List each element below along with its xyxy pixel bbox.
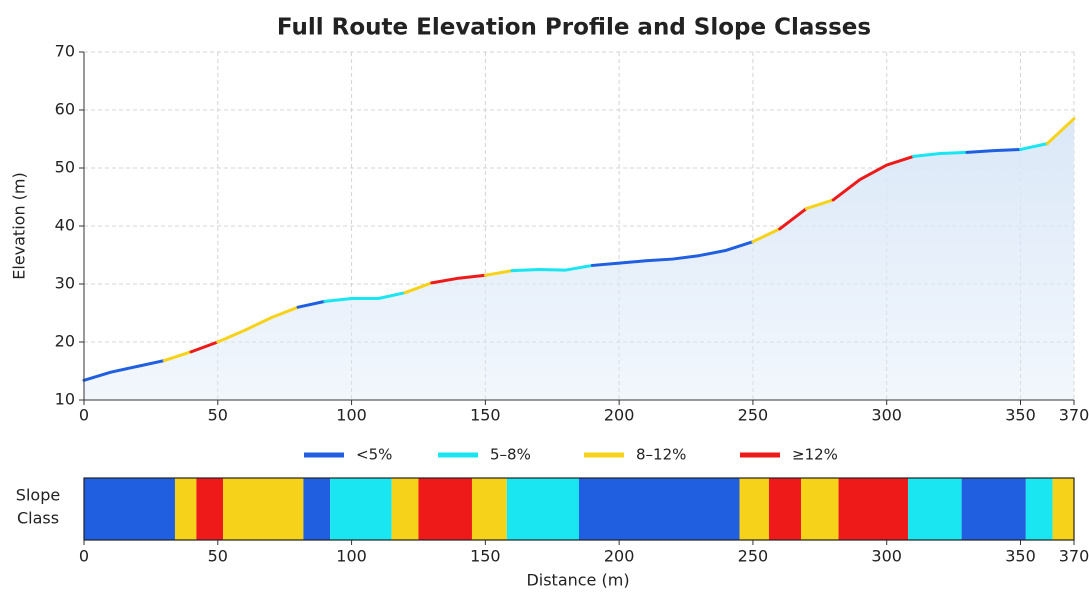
- elevation-line: [510, 263, 594, 273]
- y-tick-label: 10: [55, 390, 75, 409]
- y-tick-label: 30: [55, 274, 75, 293]
- elevation-line: [804, 198, 835, 211]
- strip-x-tick-label: 0: [79, 547, 89, 566]
- elevation-line: [323, 291, 407, 303]
- strip-x-tick-label: 50: [208, 547, 228, 566]
- elevation-line: [751, 227, 782, 244]
- strip-label: Slope: [16, 486, 60, 505]
- elevation-line: [483, 269, 514, 277]
- elevation-line: [296, 299, 327, 309]
- slope-strip-segment: [303, 478, 331, 540]
- slope-strip-segment: [1052, 478, 1074, 540]
- chart-title: Full Route Elevation Profile and Slope C…: [277, 15, 871, 41]
- x-tick-label: 300: [871, 406, 902, 425]
- slope-strip-segment: [838, 478, 909, 540]
- slope-strip-segment: [579, 478, 740, 540]
- slope-strip-segment: [471, 478, 507, 540]
- x-tick-label: 370: [1059, 406, 1089, 425]
- x-axis-label: Distance (m): [526, 571, 629, 590]
- elevation-line: [1018, 142, 1049, 151]
- x-tick-label: 150: [470, 406, 501, 425]
- elevation-line: [831, 154, 915, 202]
- strip-x-tick-label: 350: [1005, 547, 1036, 566]
- strip-x-tick-label: 250: [738, 547, 769, 566]
- slope-strip-segment: [908, 478, 962, 540]
- strip-x-tick-label: 150: [470, 547, 501, 566]
- slope-strip-segment: [961, 478, 1026, 540]
- y-tick-label: 50: [55, 158, 75, 177]
- elevation-line: [403, 281, 434, 295]
- slope-strip-segment: [801, 478, 839, 540]
- elevation-line: [778, 207, 808, 231]
- elevation-line: [189, 340, 220, 354]
- slope-strip-segment: [418, 478, 472, 540]
- slope-strip-segment: [768, 478, 802, 540]
- strip-label: Class: [17, 509, 59, 528]
- x-tick-label: 50: [208, 406, 228, 425]
- elevation-line: [1045, 117, 1076, 146]
- strip-x-tick-label: 300: [871, 547, 902, 566]
- x-tick-label: 250: [738, 406, 769, 425]
- slope-strip-segment: [196, 478, 224, 540]
- strip-x-tick-label: 370: [1059, 547, 1089, 566]
- slope-strip-segment: [506, 478, 579, 540]
- elevation-line: [162, 350, 193, 363]
- elevation-line: [430, 273, 487, 285]
- y-tick-label: 40: [55, 216, 75, 235]
- elevation-line: [590, 240, 755, 267]
- y-axis-label: Elevation (m): [10, 172, 29, 279]
- slope-strip-segment: [330, 478, 392, 540]
- slope-strip-segment: [739, 478, 769, 540]
- legend-label: <5%: [356, 446, 392, 464]
- y-tick-label: 20: [55, 332, 75, 351]
- strip-x-tick-label: 100: [336, 547, 367, 566]
- elevation-line: [82, 359, 166, 382]
- elevation-line: [911, 150, 969, 158]
- x-tick-label: 0: [79, 406, 89, 425]
- x-tick-label: 100: [336, 406, 367, 425]
- slope-strip-segment: [1025, 478, 1053, 540]
- x-tick-label: 350: [1005, 406, 1036, 425]
- elevation-area: [84, 118, 1074, 400]
- legend-label: 5–8%: [490, 446, 531, 464]
- slope-strip-segment: [223, 478, 304, 540]
- slope-strip-segment: [391, 478, 419, 540]
- x-tick-label: 200: [604, 406, 635, 425]
- strip-frame: [83, 477, 1075, 541]
- legend-label: ≥12%: [792, 446, 838, 464]
- strip-x-tick-label: 200: [604, 547, 635, 566]
- y-tick-label: 60: [55, 100, 75, 119]
- elevation-line: [216, 305, 300, 344]
- slope-strip-segment: [84, 478, 175, 540]
- elevation-line: [965, 147, 1022, 154]
- legend-label: 8–12%: [636, 446, 686, 464]
- slope-strip-segment: [174, 478, 197, 540]
- y-tick-label: 70: [55, 42, 75, 61]
